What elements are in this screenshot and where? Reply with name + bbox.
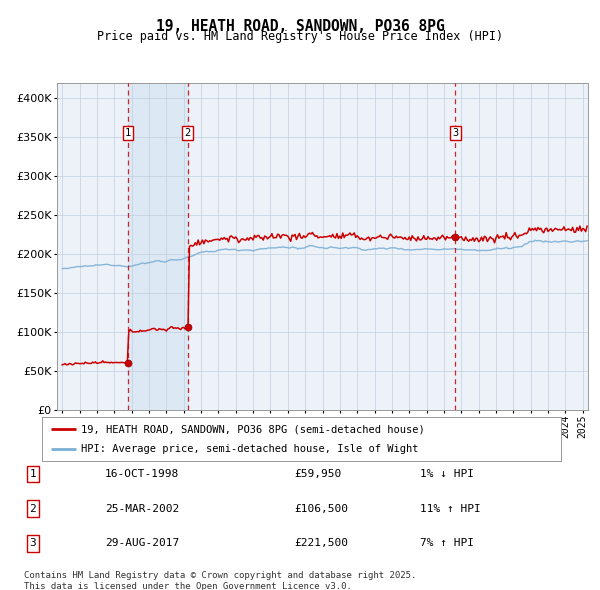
Text: HPI: Average price, semi-detached house, Isle of Wight: HPI: Average price, semi-detached house,…	[81, 444, 418, 454]
Text: 3: 3	[29, 539, 37, 548]
Text: 16-OCT-1998: 16-OCT-1998	[105, 469, 179, 478]
Text: 29-AUG-2017: 29-AUG-2017	[105, 539, 179, 548]
Text: 7% ↑ HPI: 7% ↑ HPI	[420, 539, 474, 548]
Text: 3: 3	[452, 129, 458, 138]
Bar	[128, 83, 188, 410]
Text: £221,500: £221,500	[294, 539, 348, 548]
Text: 1: 1	[125, 129, 131, 138]
Text: 2: 2	[185, 129, 191, 138]
Text: 19, HEATH ROAD, SANDOWN, PO36 8PG (semi-detached house): 19, HEATH ROAD, SANDOWN, PO36 8PG (semi-…	[81, 424, 425, 434]
Text: 11% ↑ HPI: 11% ↑ HPI	[420, 504, 481, 513]
Text: 25-MAR-2002: 25-MAR-2002	[105, 504, 179, 513]
Text: £59,950: £59,950	[294, 469, 341, 478]
Text: Contains HM Land Registry data © Crown copyright and database right 2025.
This d: Contains HM Land Registry data © Crown c…	[24, 571, 416, 590]
Text: £106,500: £106,500	[294, 504, 348, 513]
Text: Price paid vs. HM Land Registry's House Price Index (HPI): Price paid vs. HM Land Registry's House …	[97, 30, 503, 43]
Text: 1: 1	[29, 469, 37, 478]
Text: 19, HEATH ROAD, SANDOWN, PO36 8PG: 19, HEATH ROAD, SANDOWN, PO36 8PG	[155, 19, 445, 34]
Text: 1% ↓ HPI: 1% ↓ HPI	[420, 469, 474, 478]
Text: 2: 2	[29, 504, 37, 513]
